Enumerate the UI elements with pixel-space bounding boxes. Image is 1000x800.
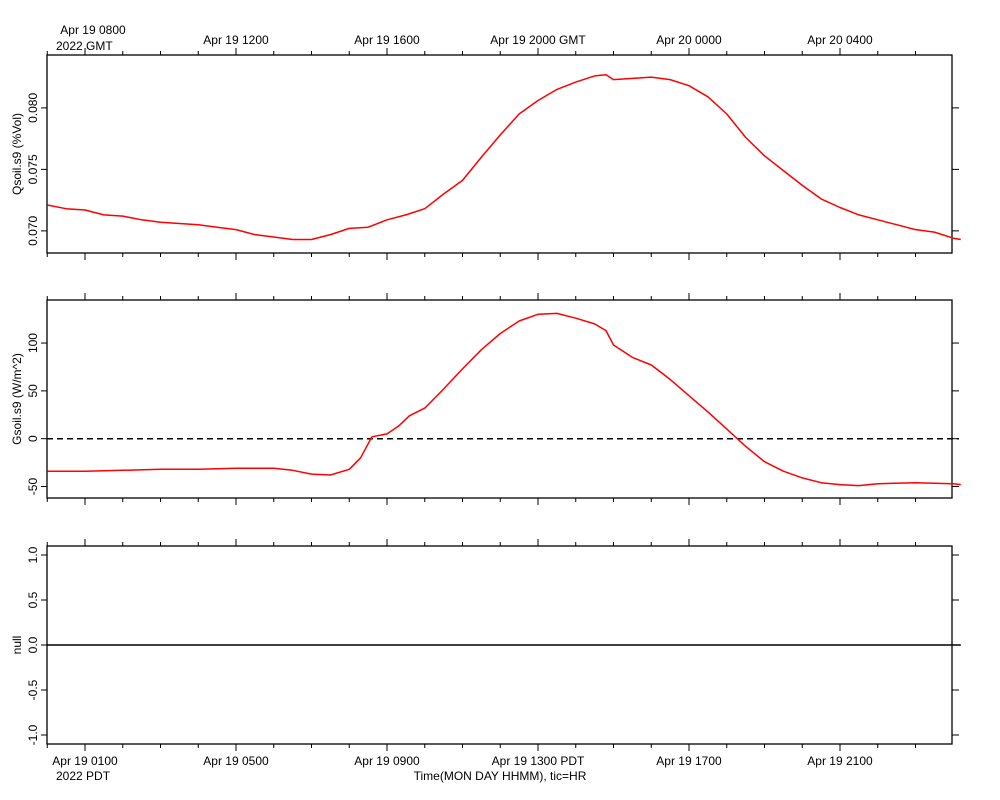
y-tick-label: 0 xyxy=(26,435,40,442)
y-tick-label: -1.0 xyxy=(26,724,40,745)
y-tick-label: 50 xyxy=(26,384,40,398)
plot-frame xyxy=(46,299,953,499)
top-axis-tick-label: Apr 19 1600 xyxy=(354,33,420,47)
bottom-axis-tick-label: Apr 19 2100 xyxy=(807,754,873,768)
y-tick-label: 1.0 xyxy=(26,546,40,563)
y-tick-label: 0.075 xyxy=(26,154,40,184)
series-line xyxy=(47,73,961,241)
top-axis-tick-label: Apr 19 2000 GMT xyxy=(490,33,586,47)
panel-3: -1.0 -0.5 0.0 0.5 1.0 null xyxy=(10,539,961,751)
y-axis-label: Qsoil.s9 (%Vol) xyxy=(10,113,24,195)
plot-frame xyxy=(46,54,953,254)
top-axis-tick-label: Apr 20 0400 xyxy=(807,33,873,47)
bottom-axis-tick-label: Apr 19 0100 xyxy=(52,754,118,768)
y-tick-label: 0.070 xyxy=(26,216,40,246)
bottom-axis-tick-label: Apr 19 0500 xyxy=(203,754,269,768)
bottom-time-axis: 2022 PDT Time(MON DAY HHMM), tic=HR Apr … xyxy=(52,754,873,783)
top-axis-tick-label: Apr 19 1200 xyxy=(203,33,269,47)
series-line xyxy=(47,312,961,487)
y-axis-label: Gsoil.s9 (W/m^2) xyxy=(10,353,24,445)
y-tick-label: 0.0 xyxy=(26,636,40,653)
top-time-axis: 2022 GMT Apr 19 0800 Apr 19 1200 Apr 19 16… xyxy=(56,23,873,53)
y-tick-label: -0.5 xyxy=(26,679,40,700)
top-axis-tick-label: Apr 20 0000 xyxy=(656,33,722,47)
bottom-axis-year-label: 2022 PDT xyxy=(56,769,111,783)
bottom-axis-tick-label: Apr 19 0900 xyxy=(354,754,420,768)
y-axis-label: null xyxy=(10,636,24,655)
y-tick-label: 0.080 xyxy=(26,93,40,123)
y-tick-label: -50 xyxy=(26,478,40,496)
bottom-axis-tick-label: Apr 19 1300 PDT xyxy=(492,754,585,768)
y-tick-label: 100 xyxy=(26,333,40,353)
y-tick-label: 0.5 xyxy=(26,591,40,608)
x-axis-title: Time(MON DAY HHMM), tic=HR xyxy=(414,769,587,783)
bottom-axis-tick-label: Apr 19 1700 xyxy=(656,754,722,768)
top-axis-tick-label: Apr 19 0800 xyxy=(60,23,126,37)
top-axis-year-label: 2022 GMT xyxy=(56,39,113,53)
